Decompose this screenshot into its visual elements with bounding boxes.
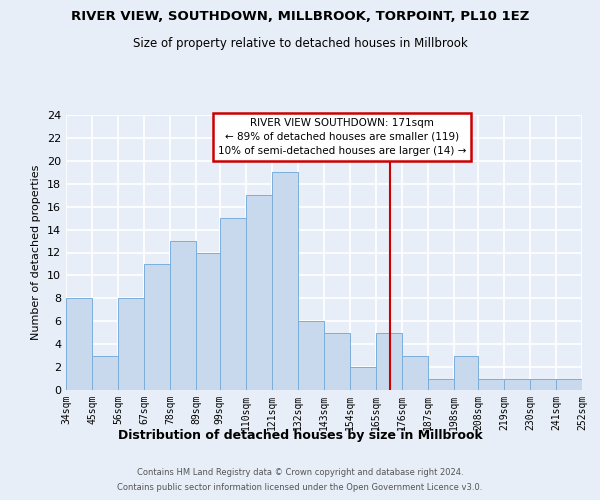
Bar: [350, 367, 376, 390]
Bar: [298, 322, 324, 390]
Bar: [324, 332, 350, 390]
Bar: [530, 378, 556, 390]
Bar: [246, 195, 272, 390]
Text: Contains HM Land Registry data © Crown copyright and database right 2024.: Contains HM Land Registry data © Crown c…: [137, 468, 463, 477]
Text: RIVER VIEW, SOUTHDOWN, MILLBROOK, TORPOINT, PL10 1EZ: RIVER VIEW, SOUTHDOWN, MILLBROOK, TORPOI…: [71, 10, 529, 23]
Bar: [376, 332, 402, 390]
Bar: [428, 378, 454, 390]
Text: Size of property relative to detached houses in Millbrook: Size of property relative to detached ho…: [133, 38, 467, 51]
Bar: [402, 356, 428, 390]
Bar: [170, 241, 196, 390]
Bar: [118, 298, 144, 390]
Text: Distribution of detached houses by size in Millbrook: Distribution of detached houses by size …: [118, 428, 482, 442]
Bar: [144, 264, 170, 390]
Bar: [92, 356, 118, 390]
Bar: [556, 378, 582, 390]
Bar: [66, 298, 92, 390]
Bar: [272, 172, 298, 390]
Y-axis label: Number of detached properties: Number of detached properties: [31, 165, 41, 340]
Bar: [478, 378, 504, 390]
Text: Contains public sector information licensed under the Open Government Licence v3: Contains public sector information licen…: [118, 483, 482, 492]
Bar: [454, 356, 478, 390]
Bar: [220, 218, 246, 390]
Text: RIVER VIEW SOUTHDOWN: 171sqm
← 89% of detached houses are smaller (119)
10% of s: RIVER VIEW SOUTHDOWN: 171sqm ← 89% of de…: [218, 118, 466, 156]
Bar: [196, 252, 220, 390]
Bar: [504, 378, 530, 390]
